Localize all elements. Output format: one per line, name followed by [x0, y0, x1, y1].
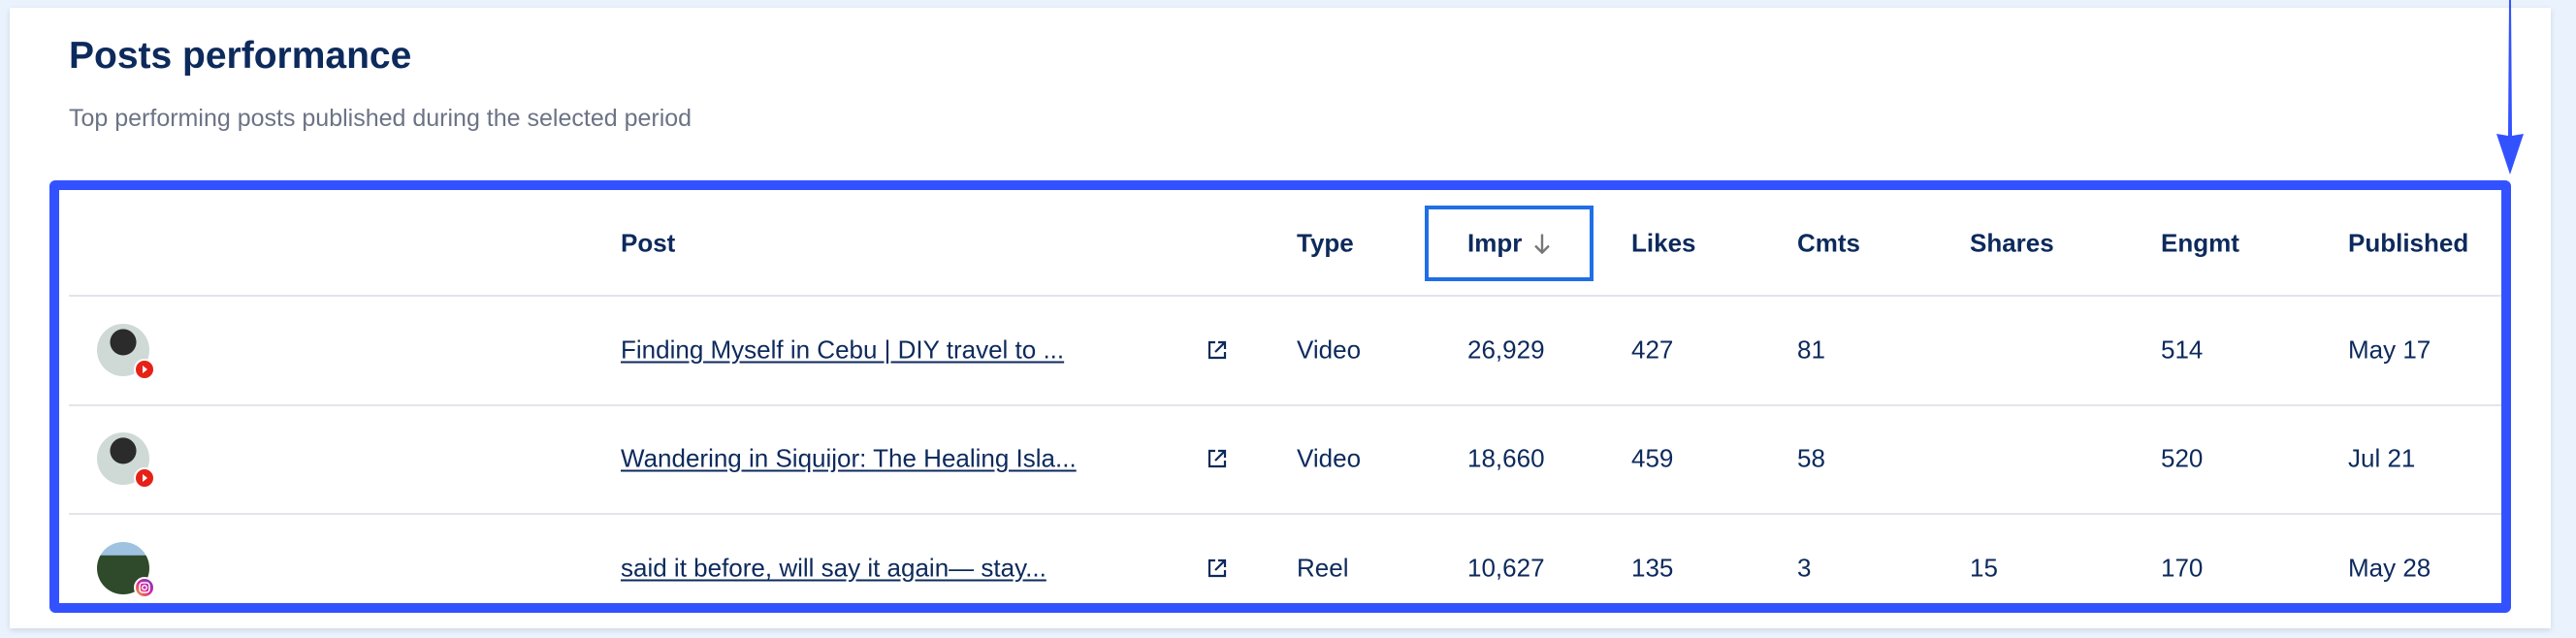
external-link-icon[interactable]	[1207, 558, 1228, 579]
posts-performance-card	[10, 8, 2551, 628]
published-cell: May 28	[2348, 553, 2431, 583]
arrow-down-icon	[1534, 234, 1551, 254]
type-cell: Video	[1297, 335, 1362, 365]
youtube-icon	[134, 467, 155, 489]
row-divider	[69, 404, 2504, 406]
column-header-likes[interactable]: Likes	[1631, 228, 1696, 258]
avatar	[97, 432, 155, 489]
column-header-impr[interactable]: Impr	[1467, 229, 1553, 259]
column-header-engmt[interactable]: Engmt	[2161, 228, 2239, 258]
published-cell: Jul 21	[2348, 443, 2416, 473]
engmt-cell: 170	[2161, 553, 2204, 583]
cmts-cell: 58	[1797, 443, 1825, 473]
likes-cell: 459	[1631, 443, 1674, 473]
likes-cell: 135	[1631, 553, 1674, 583]
page-title: Posts performance	[69, 35, 412, 77]
highlight-box	[49, 180, 2511, 613]
impr-cell: 10,627	[1467, 553, 1545, 583]
avatar	[97, 324, 155, 380]
annotation-arrow-icon	[2496, 0, 2524, 175]
column-header-cmts[interactable]: Cmts	[1797, 228, 1861, 258]
engmt-cell: 514	[2161, 335, 2204, 365]
cmts-cell: 81	[1797, 335, 1825, 365]
impr-cell: 18,660	[1467, 443, 1545, 473]
external-link-icon[interactable]	[1207, 448, 1228, 469]
external-link-icon[interactable]	[1207, 339, 1228, 361]
post-link[interactable]: said it before, will say it again— stay.…	[621, 553, 1046, 583]
impr-label: Impr	[1467, 228, 1523, 258]
column-header-post[interactable]: Post	[621, 228, 676, 258]
youtube-icon	[134, 359, 155, 380]
post-link[interactable]: Wandering in Siquijor: The Healing Isla.…	[621, 443, 1077, 473]
shares-cell: 15	[1970, 553, 1998, 583]
type-cell: Reel	[1297, 553, 1349, 583]
engmt-cell: 520	[2161, 443, 2204, 473]
column-header-shares[interactable]: Shares	[1970, 228, 2054, 258]
column-header-type[interactable]: Type	[1297, 228, 1354, 258]
header-divider	[69, 295, 2504, 297]
instagram-icon	[134, 577, 155, 598]
column-header-published[interactable]: Published	[2348, 228, 2469, 258]
sort-focus-box	[1425, 206, 1594, 281]
likes-cell: 427	[1631, 335, 1674, 365]
type-cell: Video	[1297, 443, 1362, 473]
cmts-cell: 3	[1797, 553, 1812, 583]
post-link[interactable]: Finding Myself in Cebu | DIY travel to .…	[621, 335, 1065, 365]
impr-cell: 26,929	[1467, 335, 1545, 365]
row-divider	[69, 513, 2504, 515]
page-subtitle: Top performing posts published during th…	[69, 105, 692, 132]
published-cell: May 17	[2348, 335, 2431, 365]
avatar	[97, 542, 155, 598]
